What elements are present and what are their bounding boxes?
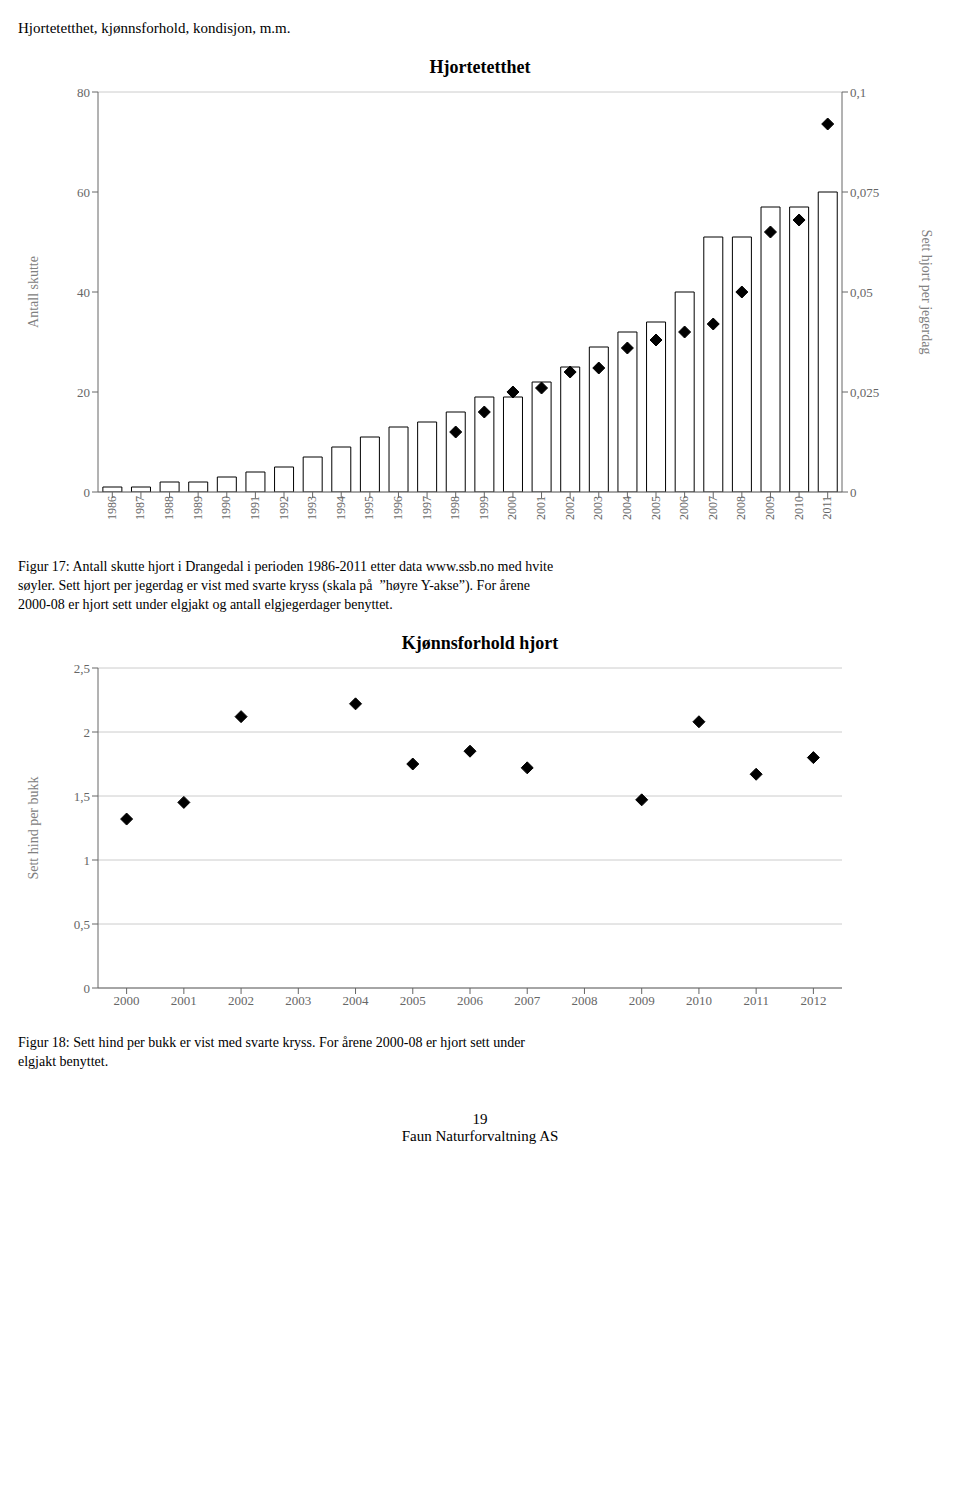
svg-text:2011: 2011 [743, 993, 769, 1008]
svg-text:1998: 1998 [448, 496, 462, 520]
svg-text:Sett hind per bukk: Sett hind per bukk [26, 776, 41, 879]
svg-text:0,05: 0,05 [850, 285, 873, 300]
svg-text:Antall skutte: Antall skutte [26, 256, 41, 328]
html-text:Hjortetetthet, kjønnsforhold,: Hjortetetthet, kjønnsforhold, kondisjon,… [18, 20, 291, 36]
svg-text:1990: 1990 [219, 496, 233, 520]
svg-text:1996: 1996 [391, 496, 405, 520]
svg-text:2010: 2010 [792, 496, 806, 520]
svg-text:0: 0 [84, 980, 91, 995]
svg-text:1988: 1988 [162, 496, 176, 520]
svg-text:1991: 1991 [248, 496, 262, 520]
svg-text:20: 20 [77, 385, 90, 400]
svg-text:1986: 1986 [105, 496, 119, 520]
svg-text:0: 0 [84, 485, 91, 500]
svg-text:0,5: 0,5 [74, 916, 90, 931]
svg-text:2012: 2012 [800, 993, 826, 1008]
html-text:Kjønnsforhold hjort: Kjønnsforhold hjort [401, 632, 559, 653]
svg-text:Sett hjort per jegerdag: Sett hjort per jegerdag [919, 230, 934, 355]
svg-text:2005: 2005 [649, 496, 663, 520]
svg-text:2004: 2004 [343, 993, 370, 1008]
svg-text:2003: 2003 [591, 496, 605, 520]
svg-text:0: 0 [850, 485, 857, 500]
svg-text:2007: 2007 [514, 993, 541, 1008]
svg-text:0,075: 0,075 [850, 185, 879, 200]
svg-text:2002: 2002 [563, 496, 577, 520]
html-text:Faun Naturforvaltning AS: Faun Naturforvaltning AS [401, 1128, 559, 1145]
svg-text:2010: 2010 [686, 993, 712, 1008]
svg-text:2000: 2000 [114, 993, 140, 1008]
svg-text:2000: 2000 [505, 496, 519, 520]
svg-text:1992: 1992 [277, 496, 291, 520]
svg-text:1999: 1999 [477, 496, 491, 520]
svg-text:2007: 2007 [706, 496, 720, 520]
html-text:Figur 18: Sett hind per bukk e: Figur 18: Sett hind per bukk er vist med… [18, 1034, 525, 1069]
svg-text:2011: 2011 [820, 496, 834, 520]
html-text:19: 19 [472, 1111, 488, 1128]
html-text:Hjortetetthet: Hjortetetthet [429, 57, 531, 77]
svg-text:2004: 2004 [620, 496, 634, 520]
svg-text:1993: 1993 [305, 496, 319, 520]
svg-text:2008: 2008 [734, 496, 748, 520]
svg-text:1987: 1987 [133, 496, 147, 520]
svg-text:80: 80 [77, 85, 90, 100]
svg-text:1,5: 1,5 [74, 788, 90, 803]
svg-text:1997: 1997 [420, 496, 434, 520]
svg-text:2005: 2005 [400, 993, 426, 1008]
svg-text:1989: 1989 [191, 496, 205, 520]
svg-text:1994: 1994 [334, 496, 348, 520]
svg-text:2009: 2009 [763, 496, 777, 520]
html-text:Figur 17: Antall skutte hjort: Figur 17: Antall skutte hjort i Drangeda… [18, 559, 554, 612]
svg-text:2,5: 2,5 [74, 660, 90, 675]
svg-text:1: 1 [84, 852, 91, 867]
svg-text:0,025: 0,025 [850, 385, 879, 400]
svg-text:2008: 2008 [571, 993, 597, 1008]
svg-text:2001: 2001 [171, 993, 197, 1008]
svg-text:2006: 2006 [677, 496, 691, 520]
svg-text:2: 2 [84, 724, 91, 739]
svg-text:2006: 2006 [457, 993, 484, 1008]
svg-text:2001: 2001 [534, 496, 548, 520]
svg-text:2003: 2003 [285, 993, 311, 1008]
svg-text:2009: 2009 [629, 993, 655, 1008]
svg-text:1995: 1995 [362, 496, 376, 520]
svg-text:2002: 2002 [228, 993, 254, 1008]
svg-text:0,1: 0,1 [850, 85, 866, 100]
svg-text:60: 60 [77, 185, 90, 200]
svg-text:40: 40 [77, 285, 90, 300]
